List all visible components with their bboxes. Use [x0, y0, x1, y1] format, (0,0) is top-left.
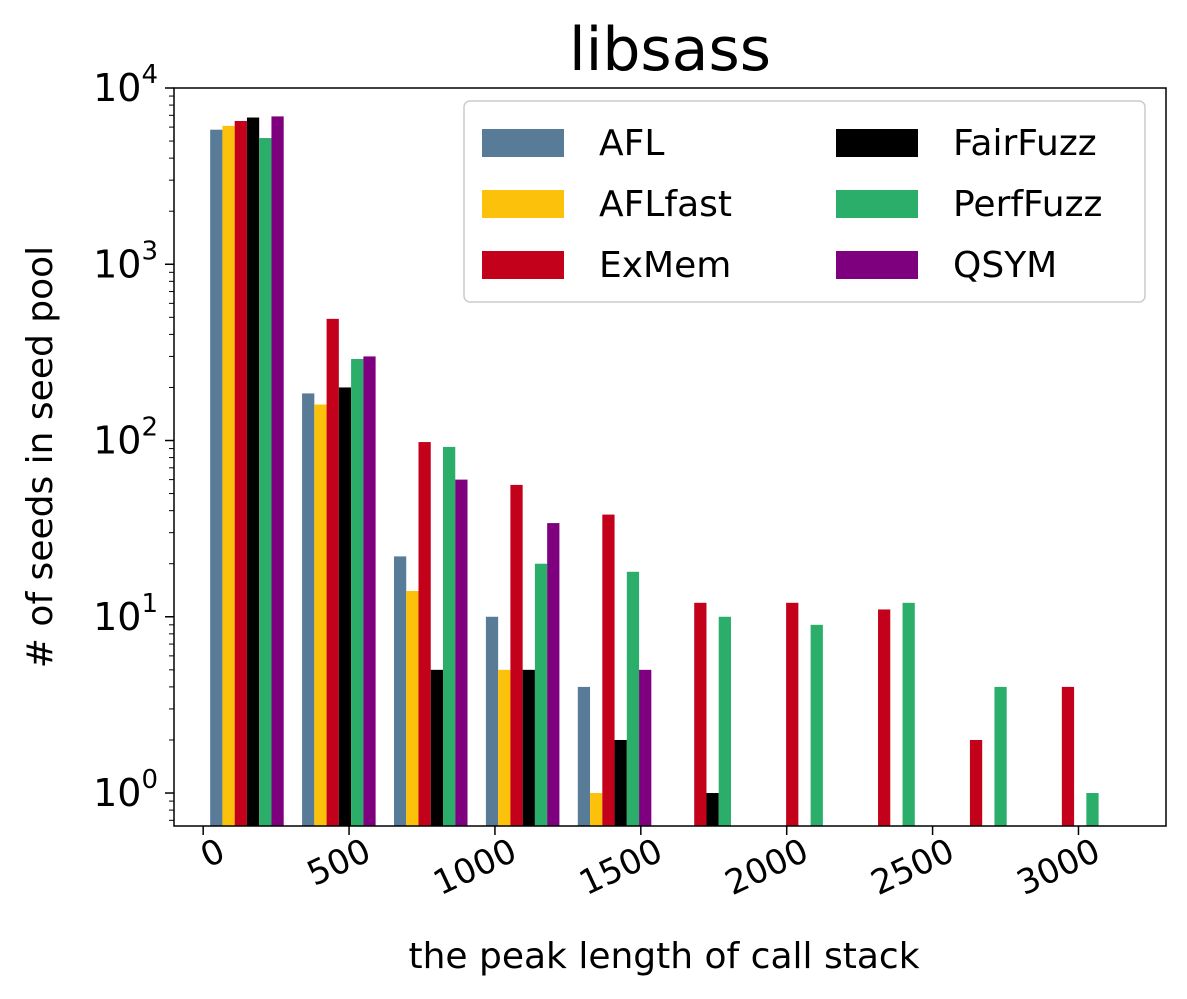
- legend-swatch-exmem: [482, 251, 564, 279]
- bar-perffuzz-0: [259, 138, 272, 826]
- legend-label-qsym: QSYM: [953, 245, 1057, 286]
- bar-aflfast-2: [406, 591, 419, 826]
- bar-perffuzz-6: [810, 624, 823, 826]
- bars-group: [210, 116, 1099, 827]
- bar-exmem-4: [602, 514, 615, 826]
- legend-swatch-fairfuzz: [836, 129, 918, 157]
- bar-aflfast-1: [314, 404, 327, 826]
- x-tick-label: 0: [194, 831, 231, 876]
- y-tick-label: 103: [93, 236, 158, 286]
- bar-perffuzz-5: [718, 616, 731, 826]
- bar-fairfuzz-4: [614, 739, 627, 826]
- legend-label-aflfast: AFLfast: [599, 184, 732, 225]
- bar-exmem-1: [326, 318, 339, 826]
- y-tick-label: 100: [93, 765, 158, 815]
- bar-fairfuzz-1: [338, 387, 352, 826]
- legend: AFL AFLfast ExMem FairFuzz PerfFuzz QSYM: [463, 100, 1146, 303]
- bar-perffuzz-7: [902, 602, 915, 826]
- bar-exmem-2: [418, 442, 431, 826]
- bar-aflfast-0: [222, 125, 235, 827]
- legend-swatch-aflfast: [482, 190, 564, 218]
- legend-swatch-perffuzz: [836, 190, 918, 218]
- bar-afl-3: [485, 616, 499, 826]
- bar-qsym-2: [455, 479, 468, 826]
- bar-qsym-1: [363, 356, 376, 826]
- plot-frame: [173, 87, 1167, 827]
- bar-exmem-9: [1061, 686, 1075, 826]
- bar-perffuzz-3: [534, 563, 548, 826]
- bar-qsym-4: [639, 669, 652, 826]
- legend-swatch-afl: [482, 129, 564, 157]
- bar-fairfuzz-3: [522, 669, 535, 826]
- bar-fairfuzz-5: [706, 793, 719, 826]
- x-tick-label: 2000: [719, 831, 814, 904]
- bar-qsym-3: [547, 523, 560, 826]
- legend-label-perffuzz: PerfFuzz: [953, 184, 1102, 225]
- x-axis-ticks: 0 500 1000 1500 2000 2500 3000: [194, 826, 1106, 904]
- bar-fairfuzz-2: [430, 669, 443, 826]
- bar-perffuzz-4: [626, 571, 640, 826]
- bar-exmem-5: [694, 602, 707, 826]
- y-tick-label: 101: [93, 589, 158, 639]
- bar-qsym-0: [271, 116, 284, 826]
- bar-perffuzz-2: [443, 446, 456, 826]
- x-tick-label: 1500: [573, 831, 668, 904]
- bar-afl-2: [393, 556, 407, 826]
- bar-perffuzz-9: [1086, 793, 1099, 826]
- legend-label-exmem: ExMem: [599, 245, 731, 286]
- bar-exmem-0: [234, 120, 247, 827]
- legend-label-afl: AFL: [599, 123, 664, 164]
- bar-aflfast-4: [590, 793, 603, 826]
- bar-exmem-8: [969, 739, 983, 826]
- bar-aflfast-3: [498, 669, 511, 826]
- legend-box: [463, 100, 1146, 303]
- y-tick-label: 102: [93, 413, 158, 463]
- y-tick-label: 104: [93, 60, 158, 110]
- bar-fairfuzz-0: [246, 117, 260, 826]
- x-tick-label: 1000: [427, 831, 522, 904]
- bar-perffuzz-1: [351, 359, 364, 826]
- x-axis-label: the peak length of call stack: [408, 936, 919, 977]
- bar-exmem-6: [786, 602, 799, 826]
- x-tick-label: 500: [301, 831, 377, 895]
- chart-title: libsass: [569, 15, 771, 85]
- legend-label-fairfuzz: FairFuzz: [953, 123, 1097, 164]
- bar-exmem-7: [878, 609, 891, 826]
- bar-perffuzz-8: [994, 686, 1007, 826]
- bar-afl-0: [210, 129, 223, 826]
- y-axis-label: # of seeds in seed pool: [20, 246, 61, 668]
- bar-afl-1: [302, 393, 315, 826]
- x-tick-label: 3000: [1011, 831, 1106, 904]
- bar-afl-4: [577, 686, 591, 826]
- bar-exmem-3: [510, 484, 523, 826]
- y-axis-ticks: 100 101 102 103 104: [93, 60, 174, 821]
- x-tick-label: 2500: [865, 831, 960, 904]
- legend-swatch-qsym: [836, 251, 918, 279]
